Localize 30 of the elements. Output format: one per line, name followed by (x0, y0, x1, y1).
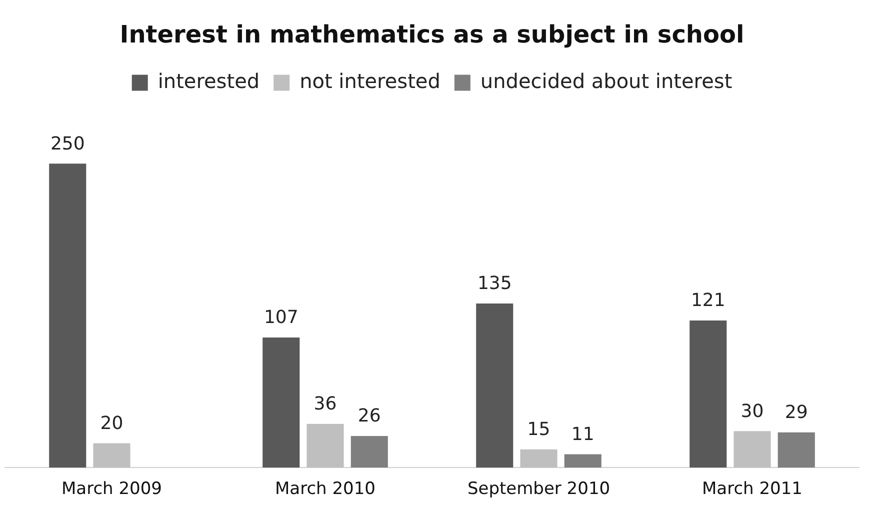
bar (350, 436, 388, 468)
data-label: 15 (527, 419, 550, 440)
data-label: 20 (100, 412, 124, 434)
x-tick-label: March 2009 (62, 479, 162, 500)
x-tick-label: March 2010 (275, 479, 376, 500)
legend-label: interested (158, 69, 260, 94)
data-label: 30 (740, 400, 764, 422)
x-tick-label: March 2011 (702, 479, 802, 500)
bar (734, 431, 771, 468)
bar (93, 443, 130, 468)
x-tick-label: September 2010 (467, 479, 610, 500)
data-label: 11 (571, 424, 594, 445)
bar (778, 432, 815, 468)
bar (690, 320, 727, 468)
legend-label: undecided about interest (480, 69, 732, 94)
bar (564, 454, 602, 468)
data-label: 135 (477, 273, 512, 294)
data-label: 29 (784, 402, 808, 424)
chart-title: Interest in mathematics as a subject in school (120, 20, 744, 49)
bar (520, 449, 558, 468)
bar (49, 164, 86, 468)
bar (476, 303, 514, 468)
data-label: 36 (314, 393, 337, 414)
data-label: 107 (264, 307, 298, 328)
data-label: 121 (690, 290, 726, 312)
data-label: 250 (50, 133, 85, 154)
legend-label: not interested (300, 69, 440, 94)
bar (306, 424, 344, 468)
bar (262, 337, 300, 468)
data-label: 26 (358, 406, 381, 427)
